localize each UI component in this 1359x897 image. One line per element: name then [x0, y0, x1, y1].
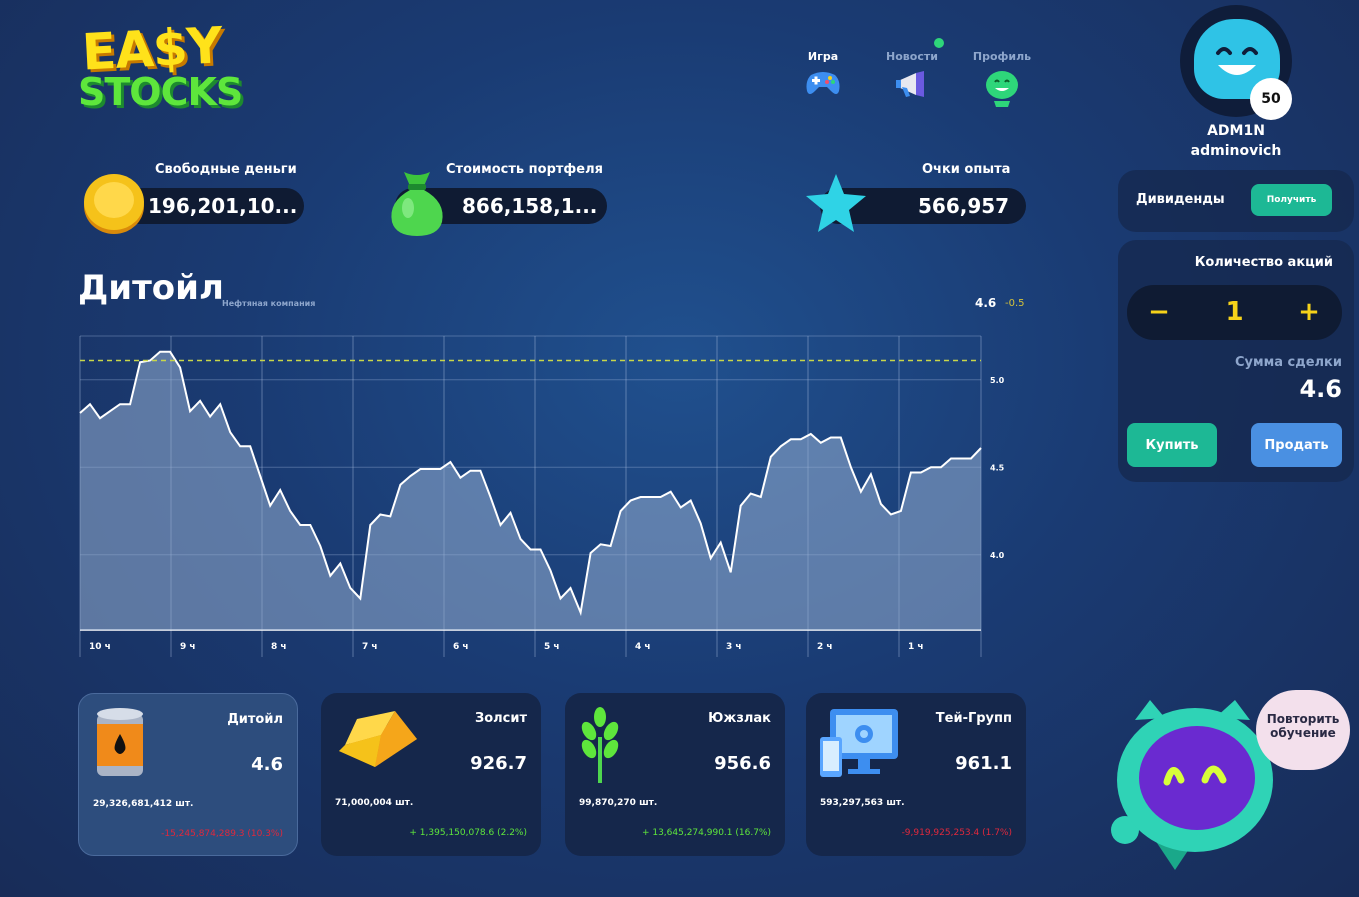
- robot-mascot-icon[interactable]: [1105, 700, 1275, 875]
- profile-icon: [986, 71, 1018, 107]
- logo-line-2: STOCKS: [78, 70, 243, 114]
- card-change: + 13,645,274,990.1 (16.7%): [641, 828, 771, 838]
- level-badge: 50: [1250, 78, 1292, 120]
- buy-button[interactable]: Купить: [1127, 423, 1217, 467]
- x-tick-label: 8 ч: [271, 642, 287, 652]
- quantity-stepper: − 1 +: [1127, 285, 1342, 340]
- user-handle: adminovich: [1190, 143, 1282, 159]
- x-tick-label: 3 ч: [726, 642, 742, 652]
- card-price: 956.6: [714, 753, 771, 774]
- x-tick-label: 7 ч: [362, 642, 378, 652]
- card-name: Золсит: [474, 711, 527, 726]
- xp-label: Очки опыта: [922, 162, 1011, 177]
- gold-bar-icon: [339, 711, 417, 767]
- stock-subtitle: Нефтяная компания: [222, 299, 316, 308]
- card-price: 961.1: [955, 753, 1012, 774]
- card-name: Дитойл: [227, 712, 283, 727]
- card-name: Южзлак: [708, 711, 771, 726]
- x-tick-label: 4 ч: [635, 642, 651, 652]
- price-area: [80, 351, 981, 630]
- portfolio-label: Стоимость портфеля: [446, 162, 603, 177]
- card-shares: 593,297,563 шт.: [820, 798, 905, 808]
- x-tick-label: 6 ч: [453, 642, 469, 652]
- qty-minus-button[interactable]: −: [1148, 297, 1170, 327]
- qty-label: Количество акций: [1194, 255, 1333, 270]
- y-axis-labels: 5.0 4.5 4.0: [990, 376, 1005, 560]
- card-name: Тей-Групп: [935, 711, 1012, 726]
- x-tick-label: 9 ч: [180, 642, 196, 652]
- user-name: ADM1N: [1207, 123, 1265, 139]
- dividends-label: Дивиденды: [1136, 192, 1225, 207]
- megaphone-icon: [896, 71, 924, 97]
- nav-game-label: Игра: [807, 50, 839, 63]
- nav-profile[interactable]: Профиль: [967, 50, 1037, 120]
- money-bag-icon: [391, 172, 443, 236]
- nav-game[interactable]: Игра: [788, 50, 858, 120]
- stock-price: 4.6: [975, 296, 997, 310]
- y-tick-label: 4.5: [990, 463, 1005, 472]
- wheat-icon: [581, 707, 619, 783]
- y-tick-label: 4.0: [990, 551, 1005, 560]
- stock-change: -0.5: [1005, 298, 1025, 309]
- stock-card-yuzhzlak[interactable]: Южзлак 956.6 99,870,270 шт. + 13,645,274…: [565, 693, 785, 856]
- card-change: -15,245,874,289.3 (10.3%): [161, 829, 283, 839]
- xp-value: 566,957: [820, 188, 1026, 224]
- sum-value: 4.6: [1299, 375, 1342, 403]
- price-line: [79, 350, 982, 617]
- x-tick-label: 2 ч: [817, 642, 833, 652]
- card-shares: 71,000,004 шт.: [335, 798, 414, 808]
- card-change: -9,919,925,253.4 (1.7%): [901, 828, 1012, 838]
- y-tick-label: 5.0: [990, 376, 1005, 385]
- sum-label: Сумма сделки: [1234, 355, 1342, 370]
- coin-icon: [84, 174, 144, 234]
- free-money-label: Свободные деньги: [155, 162, 297, 177]
- stock-title: Дитойл: [78, 268, 224, 308]
- x-axis-labels: 10 ч 9 ч 8 ч 7 ч 6 ч 5 ч 4 ч 3 ч 2 ч 1 ч: [89, 642, 924, 652]
- replay-tutorial-bubble[interactable]: Повторить обучение: [1256, 690, 1350, 770]
- oil-barrel-icon: [97, 708, 143, 776]
- qty-value[interactable]: 1: [1225, 297, 1244, 327]
- qty-plus-button[interactable]: +: [1298, 297, 1320, 327]
- nav-news-label: Новости: [886, 50, 938, 63]
- gamepad-icon: [806, 72, 840, 94]
- card-price: 4.6: [251, 754, 283, 775]
- card-change: + 1,395,150,078.6 (2.2%): [409, 828, 527, 838]
- card-price: 926.7: [470, 753, 527, 774]
- stock-card-zolsit[interactable]: Золсит 926.7 71,000,004 шт. + 1,395,150,…: [321, 693, 541, 856]
- app-logo: EA$Y STOCKS: [78, 16, 243, 115]
- stock-card-ditoil[interactable]: Дитойл 4.6 29,326,681,412 шт. -15,245,87…: [78, 693, 298, 856]
- collect-dividends-button[interactable]: Получить: [1251, 184, 1332, 216]
- stock-card-tey-group[interactable]: Тей-Групп 961.1 593,297,563 шт. -9,919,9…: [806, 693, 1026, 856]
- x-tick-label: 10 ч: [89, 642, 111, 652]
- news-notification-dot: [934, 38, 944, 48]
- card-shares: 99,870,270 шт.: [579, 798, 658, 808]
- card-shares: 29,326,681,412 шт.: [93, 799, 194, 809]
- x-tick-label: 1 ч: [908, 642, 924, 652]
- nav-news[interactable]: Новости: [877, 50, 947, 120]
- star-icon: [806, 174, 866, 232]
- sell-button[interactable]: Продать: [1251, 423, 1342, 467]
- x-tick-label: 5 ч: [544, 642, 560, 652]
- computer-icon: [820, 709, 898, 777]
- nav-profile-label: Профиль: [972, 50, 1032, 63]
